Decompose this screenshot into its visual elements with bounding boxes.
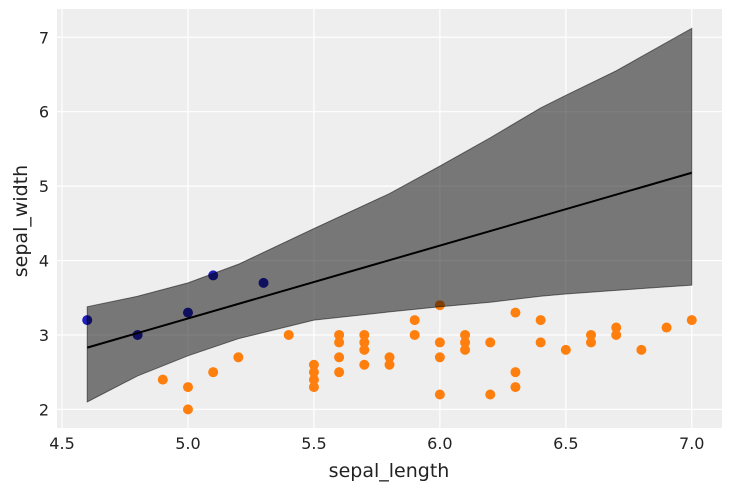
y-tick-label: 7: [39, 28, 49, 47]
data-point: [359, 359, 370, 370]
data-point: [409, 315, 420, 326]
data-point: [510, 382, 521, 393]
data-point: [308, 359, 319, 370]
data-point: [359, 344, 370, 355]
data-point: [182, 404, 193, 415]
data-point: [334, 337, 345, 348]
x-axis-label: sepal_length: [329, 460, 450, 482]
data-point: [485, 389, 496, 400]
data-point: [308, 374, 319, 385]
y-tick-label: 3: [39, 326, 49, 345]
data-point: [384, 352, 395, 363]
data-point: [460, 344, 471, 355]
data-point: [208, 367, 219, 378]
data-point: [535, 315, 546, 326]
data-point: [636, 344, 647, 355]
data-point: [510, 307, 521, 318]
x-tick-label: 4.5: [49, 434, 74, 453]
data-point: [510, 367, 521, 378]
data-point: [485, 337, 496, 348]
data-point: [586, 329, 597, 340]
data-point: [460, 337, 471, 348]
y-tick-label: 5: [39, 177, 49, 196]
x-tick-label: 5.0: [175, 434, 200, 453]
data-point: [384, 359, 395, 370]
data-point: [157, 374, 168, 385]
data-point: [182, 382, 193, 393]
credible-band: [86, 27, 693, 403]
tick-labels: 4.5 5.0 5.5 6.0 6.5 7.0 2 3 4 5 6 7: [39, 28, 705, 453]
data-point: [434, 337, 445, 348]
data-point: [334, 352, 345, 363]
data-point: [586, 337, 597, 348]
y-tick-label: 4: [39, 252, 49, 271]
data-point: [661, 322, 672, 333]
data-point: [308, 382, 319, 393]
data-point: [535, 337, 546, 348]
regression-line: [86, 171, 693, 349]
y-axis-label: sepal_width: [10, 165, 32, 277]
x-tick-label: 6.0: [427, 434, 452, 453]
data-point: [359, 337, 370, 348]
data-point: [611, 329, 622, 340]
data-point: [460, 329, 471, 340]
data-point: [686, 315, 697, 326]
x-tick-label: 6.5: [553, 434, 578, 453]
y-tick-label: 6: [39, 103, 49, 122]
x-tick-label: 7.0: [679, 434, 704, 453]
data-point: [359, 329, 370, 340]
y-tick-label: 2: [39, 400, 49, 419]
data-point: [233, 352, 244, 363]
data-point: [611, 322, 622, 333]
data-point: [283, 329, 294, 340]
data-point: [409, 329, 420, 340]
x-tick-label: 5.5: [301, 434, 326, 453]
data-point: [560, 344, 571, 355]
data-point: [334, 329, 345, 340]
data-point: [434, 352, 445, 363]
data-point: [334, 367, 345, 378]
data-point: [434, 389, 445, 400]
data-point: [308, 367, 319, 378]
